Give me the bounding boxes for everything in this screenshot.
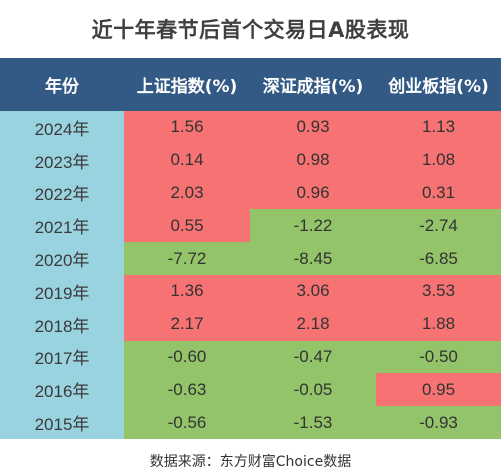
year-cell: 2022年	[0, 176, 124, 210]
chinext-cell: 3.53	[376, 274, 501, 308]
table-body: 2024年 1.56 0.93 1.13 2023年 0.14 0.98 1.08 2022年 2…	[0, 111, 501, 439]
shenzhen-cell: -0.05	[250, 373, 376, 407]
table-row: 2023年 0.14 0.98 1.08	[0, 143, 501, 177]
year-cell: 2024年	[0, 111, 124, 144]
table-row: 2020年 -7.72 -8.45 -6.85	[0, 242, 501, 275]
shanghai-cell: 0.14	[124, 143, 250, 177]
shenzhen-cell: -0.47	[250, 340, 376, 374]
table-row: 2021年 0.55 -1.22 -2.74	[0, 209, 501, 243]
chinext-cell: 1.13	[376, 111, 501, 144]
table-header-row: 年份 上证指数(%) 深证成指(%) 创业板指(%)	[0, 58, 501, 111]
shanghai-cell: 2.17	[124, 307, 250, 341]
year-cell: 2020年	[0, 242, 124, 275]
chinext-cell: 1.08	[376, 143, 501, 177]
shanghai-cell: -0.63	[124, 373, 250, 407]
chinext-cell: -0.93	[376, 406, 501, 439]
performance-table: 年份 上证指数(%) 深证成指(%) 创业板指(%) 2024年 1.56 0.93…	[0, 58, 501, 439]
chinext-cell: -2.74	[376, 209, 501, 243]
table-row: 2022年 2.03 0.96 0.31	[0, 176, 501, 210]
table-row: 2017年 -0.60 -0.47 -0.50	[0, 340, 501, 374]
shenzhen-cell: 2.18	[250, 307, 376, 341]
header-chinext: 创业板指(%)	[376, 58, 501, 111]
shenzhen-cell: -1.22	[250, 209, 376, 243]
shenzhen-cell: 0.98	[250, 143, 376, 177]
shenzhen-cell: -1.53	[250, 406, 376, 439]
year-cell: 2023年	[0, 143, 124, 177]
year-cell: 2016年	[0, 373, 124, 407]
year-cell: 2019年	[0, 274, 124, 308]
chinext-cell: -6.85	[376, 242, 501, 275]
shanghai-cell: -7.72	[124, 242, 250, 275]
chart-title: 近十年春节后首个交易日A股表现	[91, 18, 410, 42]
year-cell: 2021年	[0, 209, 124, 243]
chinext-cell: 0.31	[376, 176, 501, 210]
shenzhen-cell: -8.45	[250, 242, 376, 275]
chinext-cell: 1.88	[376, 307, 501, 341]
chinext-cell: -0.50	[376, 340, 501, 374]
table-row: 2015年 -0.56 -1.53 -0.93	[0, 406, 501, 439]
table-row: 2019年 1.36 3.06 3.53	[0, 274, 501, 308]
year-cell: 2017年	[0, 340, 124, 374]
chinext-cell: 0.95	[376, 373, 501, 407]
header-shenzhen: 深证成指(%)	[250, 58, 376, 111]
table-row: 2024年 1.56 0.93 1.13	[0, 111, 501, 144]
shanghai-cell: -0.60	[124, 340, 250, 374]
shanghai-cell: 1.36	[124, 274, 250, 308]
shanghai-cell: 1.56	[124, 111, 250, 144]
year-cell: 2018年	[0, 307, 124, 341]
shenzhen-cell: 0.93	[250, 111, 376, 144]
shanghai-cell: 0.55	[124, 209, 250, 243]
header-shanghai: 上证指数(%)	[124, 58, 250, 111]
year-cell: 2015年	[0, 406, 124, 439]
shenzhen-cell: 0.96	[250, 176, 376, 210]
shanghai-cell: 2.03	[124, 176, 250, 210]
table-row: 2018年 2.17 2.18 1.88	[0, 307, 501, 341]
table-row: 2016年 -0.63 -0.05 0.95	[0, 373, 501, 407]
source-note: 数据来源：东方财富Choice数据	[149, 453, 352, 470]
shanghai-cell: -0.56	[124, 406, 250, 439]
shenzhen-cell: 3.06	[250, 274, 376, 308]
header-year: 年份	[0, 58, 124, 111]
